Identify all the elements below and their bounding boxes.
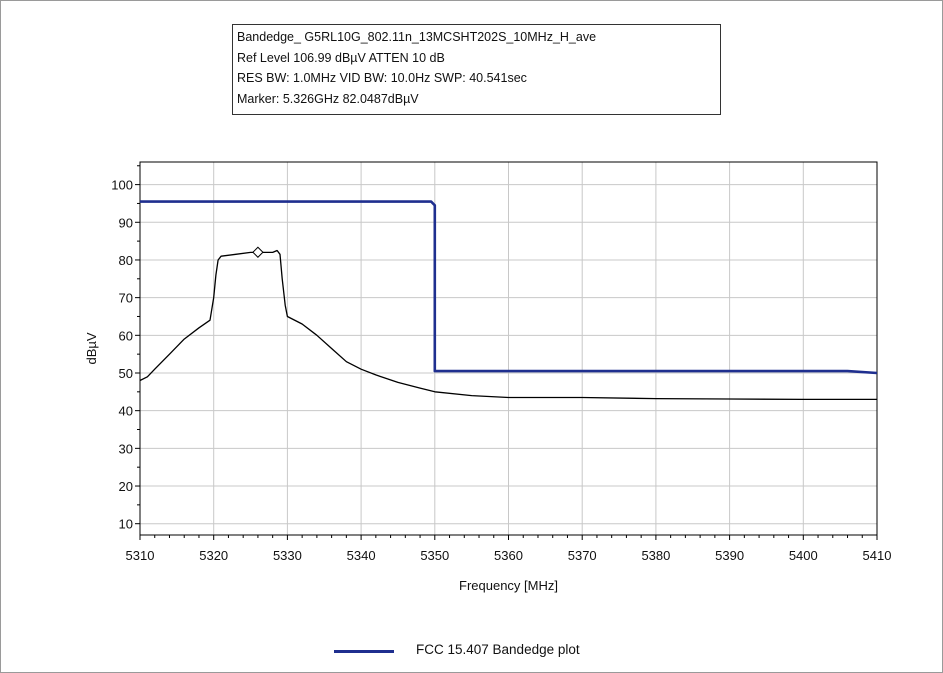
y-tick-label: 80 <box>119 253 133 268</box>
legend-swatch <box>334 650 394 653</box>
axis-labels: 5310 5320 5330 5340 5350 5360 5370 5380 5390 5400… <box>84 178 891 593</box>
x-tick-label: 5380 <box>641 548 670 563</box>
x-tick-label: 5390 <box>715 548 744 563</box>
y-tick-label: 100 <box>111 178 133 193</box>
bandwidth-sweep-line: RES BW: 1.0MHz VID BW: 10.0Hz SWP: 40.54… <box>237 71 527 85</box>
legend-label: FCC 15.407 Bandedge plot <box>416 642 580 657</box>
measurement-info-box: Bandedge_ G5RL10G_802.11n_13MCSHT202S_10… <box>232 24 721 115</box>
test-title: Bandedge_ G5RL10G_802.11n_13MCSHT202S_10… <box>237 30 597 44</box>
limit-line-series <box>140 200 878 375</box>
axes <box>135 161 878 540</box>
x-tick-label: 5350 <box>420 548 449 563</box>
x-tick-label: 5320 <box>199 548 228 563</box>
x-tick-label: 5330 <box>273 548 302 563</box>
x-tick-label: 5340 <box>347 548 376 563</box>
y-tick-label: 50 <box>119 366 133 381</box>
y-tick-label: 10 <box>119 517 133 532</box>
x-tick-label: 5370 <box>568 548 597 563</box>
x-tick-label: 5310 <box>126 548 155 563</box>
y-axis-title: dBµV <box>84 332 99 364</box>
x-tick-label: 5360 <box>494 548 523 563</box>
y-tick-label: 70 <box>119 291 133 306</box>
ref-level-line: Ref Level 106.99 dBµV ATTEN 10 dB <box>237 50 445 65</box>
marker-layer <box>252 246 264 258</box>
plot-frame <box>139 161 878 536</box>
x-axis-title: Frequency [MHz] <box>459 578 558 593</box>
marker-diamond <box>252 246 264 258</box>
y-tick-label: 40 <box>119 404 133 419</box>
data-series <box>139 200 878 401</box>
grid-lines <box>140 162 877 535</box>
y-tick-label: 30 <box>119 441 133 456</box>
y-tick-label: 60 <box>119 328 133 343</box>
y-tick-label: 90 <box>119 215 133 230</box>
measured-trace-series <box>139 249 877 401</box>
x-tick-label: 5410 <box>863 548 892 563</box>
x-tick-label: 5400 <box>789 548 818 563</box>
marker-readout: Marker: 5.326GHz 82.0487dBµV <box>237 91 419 106</box>
y-tick-label: 20 <box>119 479 133 494</box>
